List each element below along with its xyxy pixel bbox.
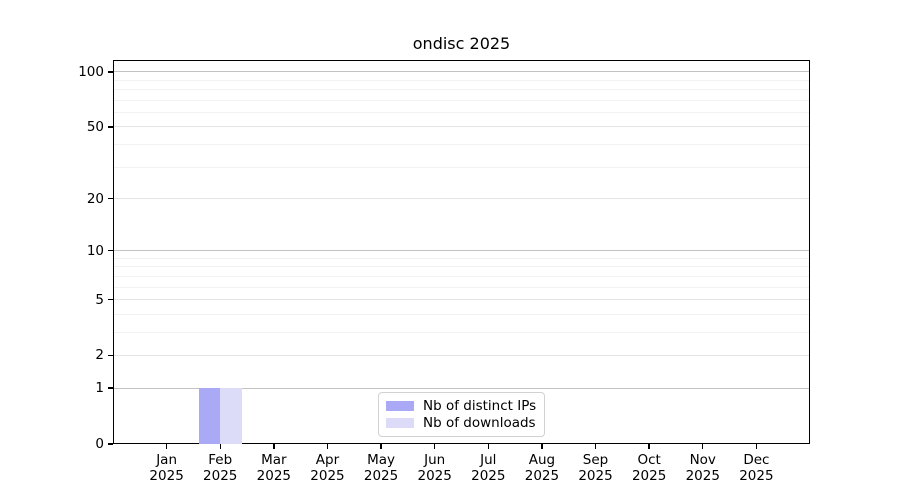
x-tick-label: Nov 2025: [675, 452, 731, 484]
x-tick-year: 2025: [310, 468, 345, 484]
legend-entry: Nb of downloads: [386, 415, 536, 432]
gridline-labeled: [113, 299, 810, 301]
x-tick-label: May 2025: [353, 452, 409, 484]
legend-swatch: [386, 418, 414, 429]
y-tick-mark: [108, 249, 113, 252]
x-tick-label: Dec 2025: [728, 452, 784, 484]
x-tick-month: Jan: [156, 452, 178, 468]
gridline-minor: [113, 79, 810, 81]
y-tick-mark: [108, 298, 113, 301]
x-tick-mark: [541, 444, 543, 449]
x-tick-label: Oct 2025: [621, 452, 677, 484]
y-tick-label: 100: [78, 63, 104, 80]
gridline-labeled: [113, 126, 810, 128]
x-tick-mark: [326, 444, 329, 449]
gridline-major: [113, 250, 810, 252]
x-tick-mark: [165, 444, 168, 449]
x-tick-label: Jun 2025: [407, 452, 463, 484]
gridline-major: [113, 387, 810, 389]
x-tick-month: Sep: [582, 452, 609, 468]
gridline-minor: [113, 313, 810, 315]
x-tick-label: Jul 2025: [460, 452, 516, 484]
x-tick-year: 2025: [203, 468, 238, 484]
legend-entry: Nb of distinct IPs: [386, 397, 536, 414]
legend-swatch: [386, 400, 414, 411]
y-tick-mark: [108, 354, 113, 357]
gridline-labeled: [113, 198, 810, 199]
gridline-major: [113, 71, 810, 73]
x-tick-mark: [219, 444, 221, 449]
gridline-labeled: [113, 354, 810, 356]
y-tick-mark: [108, 443, 113, 445]
y-tick-mark: [108, 126, 113, 128]
y-tick-label: 20: [86, 190, 104, 207]
x-tick-mark: [755, 444, 758, 449]
x-tick-year: 2025: [578, 468, 613, 484]
y-tick-label: 5: [95, 291, 104, 308]
gridline-minor: [113, 112, 810, 114]
x-tick-mark: [702, 444, 704, 449]
x-tick-label: Sep 2025: [568, 452, 624, 484]
x-tick-mark: [487, 444, 489, 449]
legend-label: Nb of downloads: [423, 415, 536, 432]
x-tick-month: Jun: [424, 452, 446, 468]
bar-nb-of-downloads: [220, 388, 242, 444]
y-tick-mark: [108, 197, 113, 200]
x-tick-year: 2025: [739, 468, 774, 484]
legend-label: Nb of distinct IPs: [423, 397, 537, 414]
gridline-minor: [113, 275, 810, 277]
x-tick-label: Mar 2025: [246, 452, 302, 484]
x-tick-mark: [433, 444, 436, 449]
bar-nb-of-distinct-ips: [198, 388, 221, 444]
y-tick-label: 1: [95, 380, 104, 397]
x-tick-mark: [273, 444, 275, 449]
x-tick-year: 2025: [471, 468, 506, 484]
x-tick-mark: [594, 444, 597, 449]
y-tick-label: 0: [95, 436, 104, 452]
gridline-minor: [113, 99, 810, 101]
plot-border: [113, 60, 810, 444]
x-tick-month: Apr: [315, 452, 340, 468]
x-tick-label: Apr 2025: [299, 452, 355, 484]
x-tick-year: 2025: [524, 468, 560, 484]
x-tick-year: 2025: [149, 468, 184, 484]
gridline-minor: [113, 286, 810, 288]
x-tick-year: 2025: [417, 468, 452, 484]
x-tick-year: 2025: [256, 468, 292, 484]
x-tick-year: 2025: [363, 468, 399, 484]
y-tick-label: 10: [86, 242, 104, 259]
gridline-minor: [113, 89, 810, 91]
x-tick-year: 2025: [631, 468, 667, 484]
y-tick-label: 50: [86, 118, 104, 135]
x-tick-year: 2025: [685, 468, 720, 484]
x-tick-month: Jul: [480, 452, 497, 468]
x-tick-month: Nov: [689, 452, 716, 468]
gridline-minor: [113, 331, 810, 333]
x-tick-mark: [380, 444, 382, 449]
gridline-minor: [113, 257, 810, 259]
gridline-minor: [113, 266, 810, 268]
x-tick-month: May: [367, 452, 396, 468]
x-tick-month: Dec: [743, 452, 770, 468]
x-tick-month: Aug: [528, 452, 556, 468]
legend: Nb of distinct IPs Nb of downloads: [378, 392, 545, 437]
y-tick-mark: [108, 387, 113, 389]
gridline-minor: [113, 144, 810, 146]
gridline-minor: [113, 166, 810, 168]
chart-title: ondisc 2025: [412, 34, 511, 53]
x-tick-month: Oct: [637, 452, 661, 468]
x-tick-label: Aug 2025: [514, 452, 570, 484]
x-tick-month: Feb: [208, 452, 233, 468]
x-tick-mark: [648, 444, 650, 449]
x-tick-month: Mar: [261, 452, 287, 468]
y-tick-mark: [108, 71, 113, 73]
x-tick-label: Feb 2025: [192, 452, 248, 484]
x-tick-label: Jan 2025: [139, 452, 195, 484]
y-tick-label: 2: [95, 347, 104, 364]
